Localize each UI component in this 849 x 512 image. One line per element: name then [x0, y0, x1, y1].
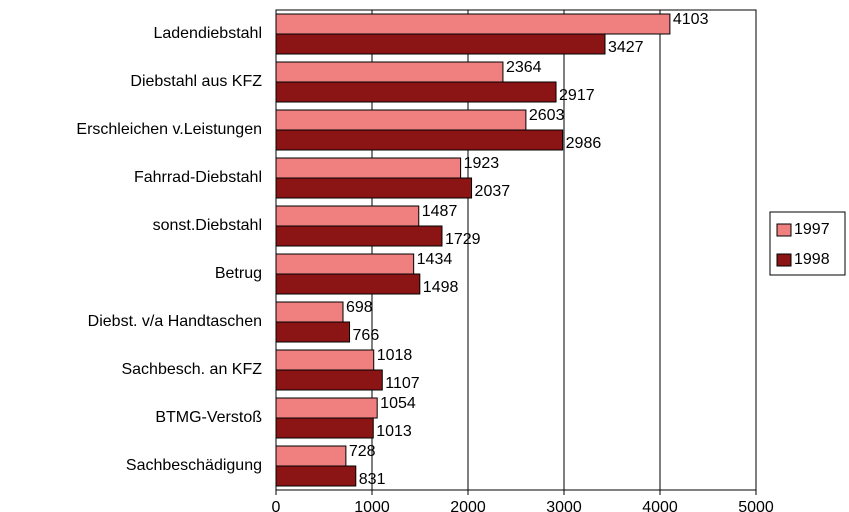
value-label: 831	[359, 471, 386, 488]
value-label: 1729	[445, 231, 481, 248]
value-label: 1018	[377, 347, 413, 364]
y-tick-label: BTMG-Verstoß	[155, 409, 262, 426]
bar	[275, 81, 557, 103]
y-tick-label: Ladendiebstahl	[153, 25, 262, 42]
y-tick-label: Diebstahl aus KFZ	[130, 73, 262, 90]
value-label: 698	[346, 299, 373, 316]
bar	[275, 109, 527, 131]
value-label: 1013	[376, 423, 412, 440]
value-label: 2986	[566, 135, 602, 152]
bar	[275, 253, 415, 275]
bar	[275, 465, 357, 487]
value-label: 2603	[529, 107, 565, 124]
bar	[275, 445, 347, 467]
x-tick-label: 3000	[546, 499, 582, 512]
bar	[275, 273, 421, 295]
y-tick-label: Sachbeschädigung	[126, 457, 262, 474]
value-label: 1923	[464, 155, 500, 172]
value-label: 4103	[673, 11, 709, 28]
value-label: 1054	[380, 395, 416, 412]
legend-label: 1998	[794, 251, 830, 268]
bar	[275, 33, 606, 55]
bar	[275, 157, 462, 179]
value-label: 2917	[559, 87, 595, 104]
bar	[275, 61, 504, 83]
value-label: 1498	[423, 279, 459, 296]
bar	[275, 349, 375, 371]
value-label: 1487	[422, 203, 458, 220]
value-label: 1434	[417, 251, 453, 268]
y-tick-label: Erschleichen v.Leistungen	[76, 121, 262, 138]
bar	[275, 417, 374, 439]
legend-box	[769, 211, 846, 276]
bar	[275, 301, 344, 323]
legend-swatch	[776, 253, 792, 267]
x-tick-label: 5000	[738, 499, 774, 512]
y-tick-label: Fahrrad-Diebstahl	[134, 169, 262, 186]
legend-label: 1997	[794, 221, 830, 238]
bar	[275, 369, 383, 391]
bar	[275, 13, 671, 35]
value-label: 766	[353, 327, 380, 344]
value-label: 1107	[385, 375, 420, 392]
x-tick-label: 4000	[642, 499, 678, 512]
x-tick-label: 2000	[450, 499, 486, 512]
legend-swatch	[776, 223, 792, 237]
bar	[275, 205, 420, 227]
bar	[275, 177, 473, 199]
bar	[275, 129, 564, 151]
value-label: 728	[349, 443, 376, 460]
value-label: 2037	[475, 183, 511, 200]
value-label: 2364	[506, 59, 542, 76]
bar	[275, 225, 443, 247]
bar	[275, 397, 378, 419]
x-tick-label: 1000	[354, 499, 390, 512]
bar	[275, 321, 351, 343]
plot-frame	[275, 9, 757, 491]
y-tick-label: Diebst. v/a Handtaschen	[88, 313, 262, 330]
x-tick-label: 0	[272, 499, 281, 512]
value-label: 3427	[608, 39, 644, 56]
y-tick-label: Betrug	[215, 265, 262, 282]
y-tick-label: Sachbesch. an KFZ	[121, 361, 262, 378]
y-tick-label: sonst.Diebstahl	[153, 217, 262, 234]
